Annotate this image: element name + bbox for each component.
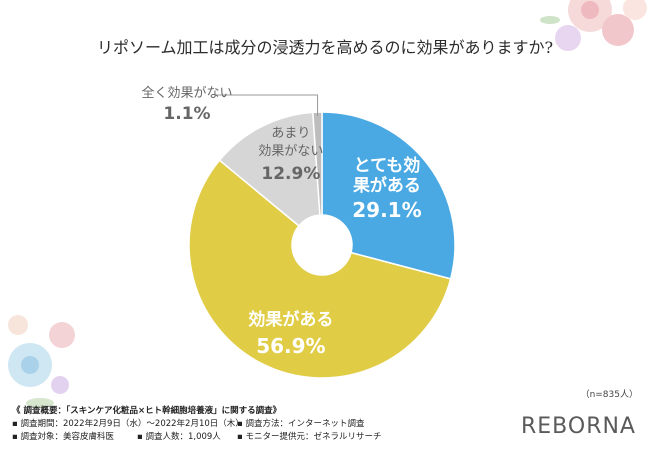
reborna-logo: REBORNA [520, 414, 636, 439]
slice-2 [218, 111, 321, 227]
chart-title: リポソーム加工は成分の浸透力を高めるのに効果がありますか? [96, 38, 554, 57]
survey-target: ▪ 調査対象：美容皮膚科医 [12, 432, 114, 442]
slice-value-3: 1.1% [163, 104, 210, 124]
survey-period: ▪ 調査期間：2022年2月9日（水）～2022年2月10日（木） [12, 419, 244, 429]
slice-label-3: 全く効果がない [141, 85, 232, 101]
slice-label-0-line1: とても効 [354, 155, 421, 176]
slice-label-1: 効果がある [248, 309, 333, 330]
survey-count: ▪ 調査人数：1,009人 [137, 432, 221, 442]
slice-label-2-line1: あまり [271, 126, 310, 141]
survey-title: 《 調査概要：「スキンケア化粧品×ヒト幹細胞培養液」に関する調査》 [12, 406, 282, 416]
flower-decoration-bottom-left [8, 315, 75, 408]
slice-label-2-line2: 効果がない [258, 144, 323, 159]
slice-3 [312, 111, 323, 216]
leader-line-3 [215, 94, 319, 117]
sample-size-note: （n=835人） [580, 390, 638, 400]
slice-value-0: 29.1% [352, 198, 421, 222]
slice-value-1: 56.9% [256, 334, 325, 358]
survey-method: ▪ 調査方法：インターネット調査 [237, 419, 365, 429]
survey-footer: 《 調査概要：「スキンケア化粧品×ヒト幹細胞培養液」に関する調査》 ▪ 調査期間… [12, 405, 381, 444]
slice-1 [188, 159, 452, 379]
slice-value-2: 12.9% [261, 164, 320, 184]
flower-decoration-top-right [540, 0, 647, 51]
survey-provider: ▪ モニター提供元：ゼネラルリサーチ [237, 432, 382, 442]
slice-label-0-line2: 果がある [353, 175, 421, 196]
slice-0 [321, 111, 456, 280]
